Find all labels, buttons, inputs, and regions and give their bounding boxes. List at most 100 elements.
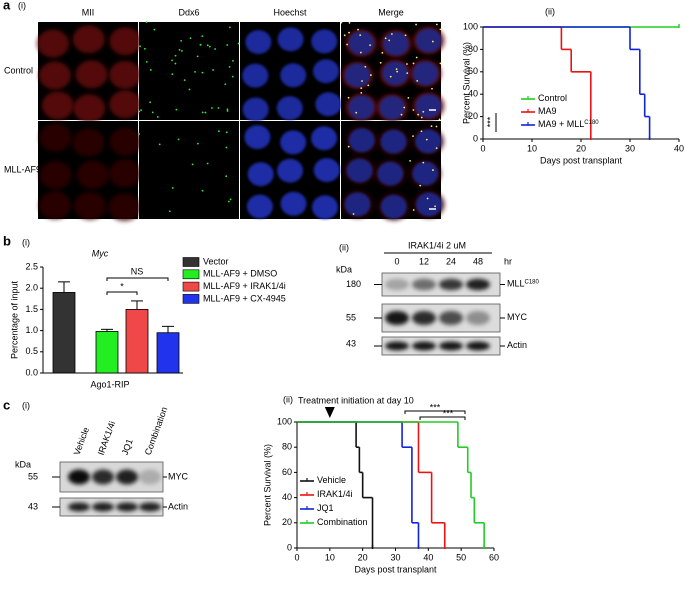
panel-label: (ii) [283, 394, 293, 404]
y-tick-label: 2.0 [25, 283, 38, 293]
legend-label-main: MA9 [538, 106, 557, 116]
panel-label: (ii) [339, 242, 349, 252]
nucleus [346, 158, 373, 183]
blot-treatment: IRAK1/4i 2 uM [408, 240, 466, 250]
panel-label: a [3, 0, 11, 12]
nucleus [245, 30, 272, 55]
cell-cytoplasm [39, 191, 72, 220]
nucleus [315, 92, 342, 117]
granule [194, 70, 196, 73]
granule [435, 125, 438, 128]
nucleus [379, 95, 406, 120]
granule [434, 205, 436, 208]
granule [340, 21, 343, 24]
mw-marker: 43 [28, 501, 38, 511]
nucleus [276, 96, 303, 121]
band-label-sup: C180 [525, 279, 540, 285]
legend-label: Combination [317, 517, 368, 527]
granule [212, 69, 215, 71]
granule [217, 107, 220, 109]
mw-marker: 43 [346, 338, 356, 348]
granule [422, 161, 425, 164]
significance: *** [430, 402, 441, 412]
column-title: MII [82, 7, 95, 17]
blot-band [139, 469, 161, 485]
nucleus [277, 158, 304, 183]
y-tick-label: 2.5 [25, 261, 38, 271]
panel-label: (i) [22, 400, 30, 410]
y-tick-label: 0 [287, 542, 292, 552]
granule [204, 111, 207, 114]
granule [188, 88, 191, 91]
granule [406, 72, 409, 75]
band-label-main: Actin [507, 340, 527, 350]
nucleus [280, 63, 307, 88]
x-tick-label: 50 [456, 552, 466, 562]
column-title: Merge [378, 7, 404, 17]
y-tick-label: 80 [282, 442, 292, 452]
blot-band [385, 278, 409, 291]
legend-label: Vehicle [317, 475, 346, 485]
legend-label: MA9 [538, 106, 557, 116]
legend-label-main: JQ1 [317, 503, 334, 513]
blot-band [466, 278, 490, 291]
x-tick-label: 30 [390, 552, 400, 562]
granule [168, 210, 171, 213]
granule [175, 108, 178, 111]
legend-label: MA9 + MLLC180 [538, 119, 599, 129]
x-tick-label: 40 [674, 143, 684, 153]
nucleus [344, 192, 371, 217]
granule [211, 107, 213, 109]
granule [177, 138, 180, 141]
nucleus [247, 162, 274, 187]
blot-band [466, 311, 490, 325]
granule [416, 80, 419, 82]
band-label: MYC [507, 312, 528, 322]
granule [174, 54, 177, 57]
cell-cytoplasm [109, 27, 142, 56]
granule [197, 142, 199, 145]
bar [156, 332, 180, 374]
band-label: MLLC180 [507, 279, 540, 289]
cell-cytoplasm [76, 160, 109, 189]
granule [151, 111, 154, 114]
timepoint: 48 [473, 256, 483, 266]
blot-band [92, 502, 114, 512]
blot-band [412, 311, 436, 325]
legend-label: Control [538, 93, 567, 103]
granule [343, 34, 346, 37]
timepoint: 12 [419, 256, 429, 266]
cell-cytoplasm [73, 191, 106, 220]
granule [199, 43, 202, 46]
blot-band [68, 469, 90, 485]
granule [145, 60, 148, 63]
sig-bracket [106, 277, 169, 281]
micrograph-bg [139, 121, 239, 219]
granule [357, 28, 359, 31]
granule [180, 40, 183, 42]
granule [228, 65, 231, 68]
kda-label: kDa [336, 264, 352, 274]
panel-label: (ii) [545, 6, 555, 16]
nucleus [382, 31, 409, 56]
granule [227, 200, 230, 203]
nucleus [380, 129, 407, 154]
x-axis-label: Ago1-RIP [90, 379, 129, 389]
column-title: Ddx6 [178, 7, 199, 17]
nucleus [246, 194, 273, 219]
y-tick-label: 80 [468, 44, 478, 54]
blot-band [412, 278, 436, 291]
cell-cytoplasm [39, 123, 72, 152]
micrograph [138, 21, 240, 120]
lane-label: Combination [143, 406, 170, 457]
micrograph-bg [139, 22, 239, 120]
granule [201, 35, 204, 38]
granule [208, 45, 211, 48]
granule [439, 62, 442, 65]
granule [225, 175, 228, 178]
blot-band [439, 311, 463, 325]
y-tick-label: 20 [468, 111, 478, 121]
granule [347, 145, 350, 148]
legend-label: JQ1 [317, 503, 334, 513]
